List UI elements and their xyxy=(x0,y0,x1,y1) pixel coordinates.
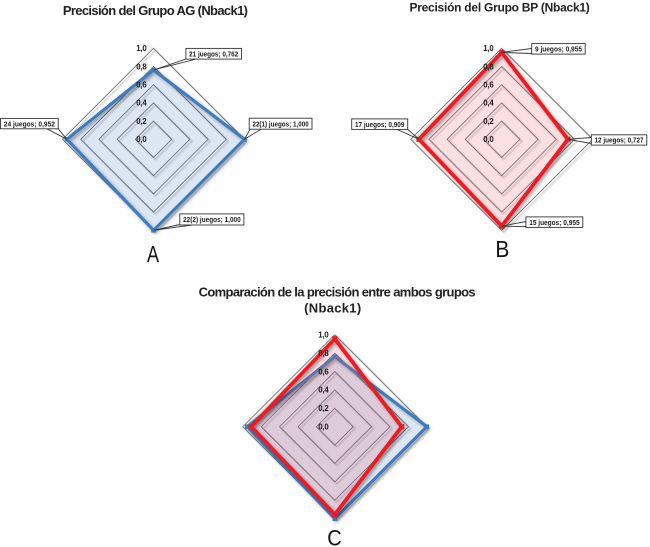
svg-text:(Nback1): (Nback1) xyxy=(304,301,361,316)
svg-text:0,6: 0,6 xyxy=(318,367,329,376)
svg-text:17 juegos; 0,909: 17 juegos; 0,909 xyxy=(355,120,405,129)
svg-text:0,0: 0,0 xyxy=(136,135,147,144)
svg-text:A: A xyxy=(147,241,159,267)
svg-text:22(1) juegos; 1,000: 22(1) juegos; 1,000 xyxy=(252,119,308,128)
svg-text:0,6: 0,6 xyxy=(136,81,147,90)
svg-text:Precisión del Grupo BP (Nback1: Precisión del Grupo BP (Nback1) xyxy=(409,1,589,15)
svg-text:1,0: 1,0 xyxy=(483,44,494,53)
svg-text:0,8: 0,8 xyxy=(318,349,329,358)
svg-text:0,8: 0,8 xyxy=(483,62,494,71)
svg-text:0,4: 0,4 xyxy=(136,99,147,108)
svg-text:Precisión del Grupo AG (Nback1: Precisión del Grupo AG (Nback1) xyxy=(63,3,248,18)
svg-text:22(2) juegos; 1,000: 22(2) juegos; 1,000 xyxy=(183,215,241,224)
svg-text:0,2: 0,2 xyxy=(318,404,329,413)
svg-text:0,0: 0,0 xyxy=(483,135,494,144)
svg-text:Comparación de la precisión en: Comparación de la precisión entre ambos … xyxy=(199,284,476,299)
svg-text:15 juegos; 0,955: 15 juegos; 0,955 xyxy=(529,218,579,227)
svg-text:0,4: 0,4 xyxy=(483,99,494,108)
svg-text:C: C xyxy=(327,525,342,547)
svg-text:9 juegos; 0,955: 9 juegos; 0,955 xyxy=(535,45,582,54)
svg-text:12 juegos; 0,727: 12 juegos; 0,727 xyxy=(595,136,644,145)
svg-text:0,0: 0,0 xyxy=(318,423,329,432)
svg-text:1,0: 1,0 xyxy=(136,44,147,53)
svg-text:21 juegos; 0,762: 21 juegos; 0,762 xyxy=(189,50,238,59)
svg-text:1,0: 1,0 xyxy=(318,331,329,340)
svg-text:0,2: 0,2 xyxy=(136,117,147,126)
svg-text:0,4: 0,4 xyxy=(318,386,329,395)
svg-text:0,8: 0,8 xyxy=(136,62,147,71)
svg-text:24 juegos; 0,952: 24 juegos; 0,952 xyxy=(4,119,55,128)
svg-text:0,2: 0,2 xyxy=(483,117,494,126)
svg-text:0,6: 0,6 xyxy=(483,81,494,90)
svg-text:B: B xyxy=(495,236,509,262)
